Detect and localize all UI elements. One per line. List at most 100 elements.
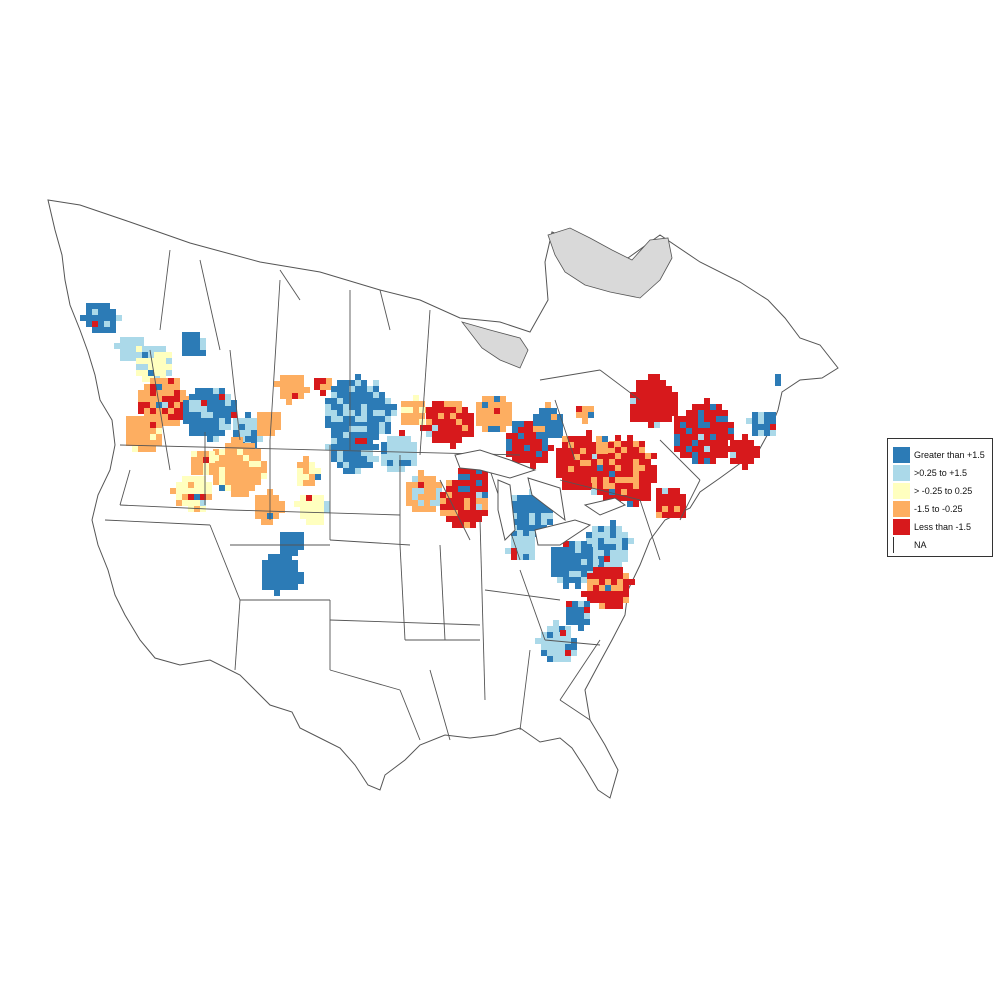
trend-cell: [200, 344, 206, 350]
trend-cell: [476, 516, 482, 522]
trend-cell: [343, 432, 349, 438]
trend-cell: [517, 536, 523, 542]
trend-cell: [775, 374, 781, 380]
trend-cell: [666, 410, 672, 416]
trend-cell: [524, 427, 530, 433]
trend-cell: [464, 516, 470, 522]
trend-cell: [523, 513, 529, 519]
trend-cell: [126, 440, 132, 446]
legend-swatch: [893, 483, 910, 499]
trend-cell: [188, 488, 194, 494]
trend-cell: [355, 456, 361, 462]
trend-cell: [174, 378, 180, 384]
trend-cell: [191, 451, 197, 457]
trend-cell: [263, 418, 269, 424]
trend-cell: [306, 519, 312, 525]
trend-cell: [331, 392, 337, 398]
trend-cell: [633, 471, 639, 477]
trend-cell: [209, 451, 215, 457]
trend-cell: [535, 501, 541, 507]
trend-cell: [535, 638, 541, 644]
trend-cell: [361, 432, 367, 438]
trend-cell: [188, 500, 194, 506]
trend-cell: [559, 638, 565, 644]
trend-cell: [197, 451, 203, 457]
trend-cell: [436, 488, 442, 494]
trend-cell: [361, 438, 367, 444]
boundary-line: [104, 519, 211, 526]
trend-cell: [132, 446, 138, 452]
trend-cell: [698, 410, 704, 416]
trend-cell: [645, 453, 651, 459]
trend-cell: [440, 510, 446, 516]
trend-cell: [716, 422, 722, 428]
trend-cell: [615, 495, 621, 501]
trend-cell: [482, 474, 488, 480]
trend-cell: [736, 440, 742, 446]
trend-cell: [568, 442, 574, 448]
trend-cell: [325, 404, 331, 410]
trend-cell: [645, 465, 651, 471]
trend-cell: [586, 454, 592, 460]
trend-cell: [144, 440, 150, 446]
trend-cell: [436, 494, 442, 500]
trend-cell: [476, 474, 482, 480]
trend-cell: [488, 414, 494, 420]
trend-cell: [580, 442, 586, 448]
trend-cell: [249, 443, 255, 449]
trend-cell: [450, 443, 456, 449]
trend-cell: [742, 440, 748, 446]
trend-cell: [458, 516, 464, 522]
trend-cell: [517, 542, 523, 548]
trend-cell: [142, 358, 148, 364]
trend-cell: [692, 416, 698, 422]
trend-cell: [239, 418, 245, 424]
trend-cell: [150, 446, 156, 452]
trend-cell: [654, 380, 660, 386]
trend-cell: [160, 346, 166, 352]
trend-cell: [343, 450, 349, 456]
trend-cell: [219, 473, 225, 479]
trend-cell: [144, 402, 150, 408]
trend-cell: [539, 420, 545, 426]
trend-cell: [462, 431, 468, 437]
trend-cell: [578, 601, 584, 607]
trend-cell: [418, 500, 424, 506]
trend-cell: [225, 455, 231, 461]
trend-cell: [500, 420, 506, 426]
trend-cell: [405, 436, 411, 442]
trend-cell: [268, 566, 274, 572]
trend-cell: [742, 464, 748, 470]
trend-cell: [249, 449, 255, 455]
trend-cell: [191, 469, 197, 475]
trend-cell: [450, 401, 456, 407]
trend-cell: [393, 436, 399, 442]
trend-cell: [578, 607, 584, 613]
trend-cell: [387, 466, 393, 472]
trend-cell: [188, 482, 194, 488]
trend-cell: [572, 619, 578, 625]
trend-cell: [569, 553, 575, 559]
boundary-line: [559, 639, 601, 701]
trend-cell: [605, 567, 611, 573]
trend-cell: [148, 346, 154, 352]
trend-cell: [237, 473, 243, 479]
trend-cell: [373, 404, 379, 410]
trend-cell: [361, 410, 367, 416]
trend-cell: [598, 538, 604, 544]
trend-cell: [263, 430, 269, 436]
trend-cell: [424, 494, 430, 500]
trend-cell: [518, 439, 524, 445]
trend-cell: [470, 468, 476, 474]
trend-cell: [630, 416, 636, 422]
trend-cell: [86, 309, 92, 315]
trend-cell: [406, 494, 412, 500]
trend-cell: [648, 380, 654, 386]
trend-cell: [597, 477, 603, 483]
trend-cell: [343, 410, 349, 416]
trend-cell: [698, 458, 704, 464]
trend-cell: [645, 489, 651, 495]
trend-cell: [698, 440, 704, 446]
trend-cell: [367, 392, 373, 398]
trend-cell: [136, 352, 142, 358]
